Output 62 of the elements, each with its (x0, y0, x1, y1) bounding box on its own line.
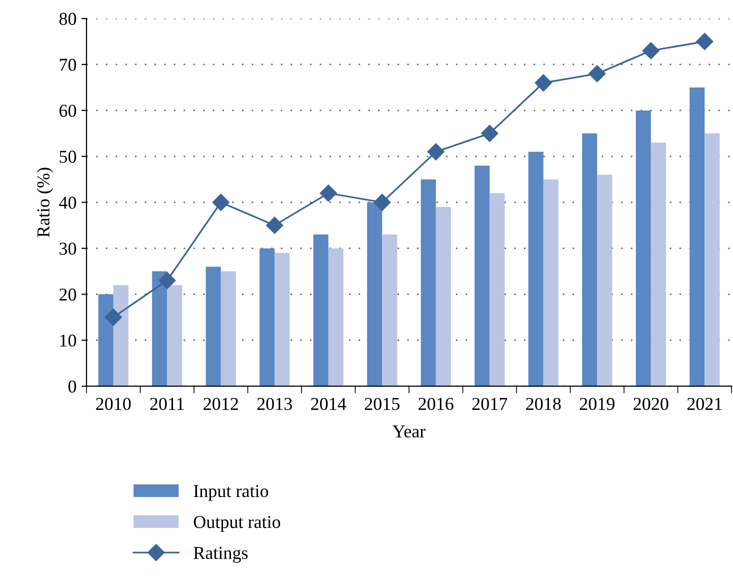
bar (597, 174, 612, 386)
point (212, 194, 230, 211)
y-tick-label: 30 (60, 242, 76, 255)
bar (113, 285, 128, 386)
y-tick-label: 20 (60, 288, 76, 301)
x-tick-label: 2020 (634, 398, 668, 410)
bar (704, 133, 720, 386)
x-tick-label: 2011 (150, 398, 184, 410)
y-tick-label: 10 (60, 334, 76, 347)
point (427, 143, 444, 160)
point (104, 308, 122, 326)
bar (98, 294, 114, 386)
point (266, 216, 284, 234)
legend-label: Input ratio (194, 485, 268, 501)
bar (313, 234, 328, 386)
x-tick-label: 2013 (257, 398, 292, 410)
y-tick-label: 60 (59, 104, 76, 117)
point (588, 65, 606, 82)
x-tick-label: 2018 (526, 398, 561, 410)
point (158, 272, 176, 290)
point (534, 74, 552, 92)
bar (220, 271, 236, 386)
x-tick-label: 2010 (96, 398, 131, 410)
y-axis-title: Ratio (%) (36, 168, 54, 238)
bar (490, 193, 505, 386)
bar (474, 166, 490, 386)
point (374, 194, 391, 211)
bar (420, 179, 436, 386)
bar (260, 248, 275, 386)
bar (167, 285, 182, 386)
bar (382, 234, 398, 386)
x-tick-label: 2012 (204, 398, 238, 410)
bar (690, 87, 705, 386)
y-tick-label: 50 (60, 150, 76, 163)
point (696, 32, 714, 50)
legend-label: Output ratio (194, 516, 280, 532)
x-tick-label: 2019 (580, 398, 614, 410)
y-tick-label: 40 (59, 196, 76, 209)
x-tick-label: 2014 (311, 398, 346, 410)
point (481, 124, 498, 142)
bar (367, 202, 382, 386)
point (642, 42, 660, 60)
bar (528, 152, 544, 386)
bar (206, 266, 221, 386)
x-axis-title: Year (392, 425, 426, 438)
bar (543, 179, 558, 386)
legend-label: Ratings (194, 546, 248, 563)
bar (436, 206, 451, 386)
bar (650, 142, 666, 386)
x-tick-label: 2021 (687, 398, 722, 410)
bar (328, 248, 344, 386)
bar (152, 271, 168, 386)
bar (636, 110, 651, 386)
point (320, 184, 337, 202)
bar (582, 133, 598, 386)
bar (274, 252, 290, 386)
y-tick-label: 80 (59, 12, 76, 25)
x-tick-label: 2015 (364, 398, 400, 410)
y-tick-label: 0 (68, 380, 76, 393)
x-tick-label: 2016 (418, 398, 454, 410)
y-tick-label: 70 (60, 58, 76, 71)
x-tick-label: 2017 (472, 398, 508, 410)
